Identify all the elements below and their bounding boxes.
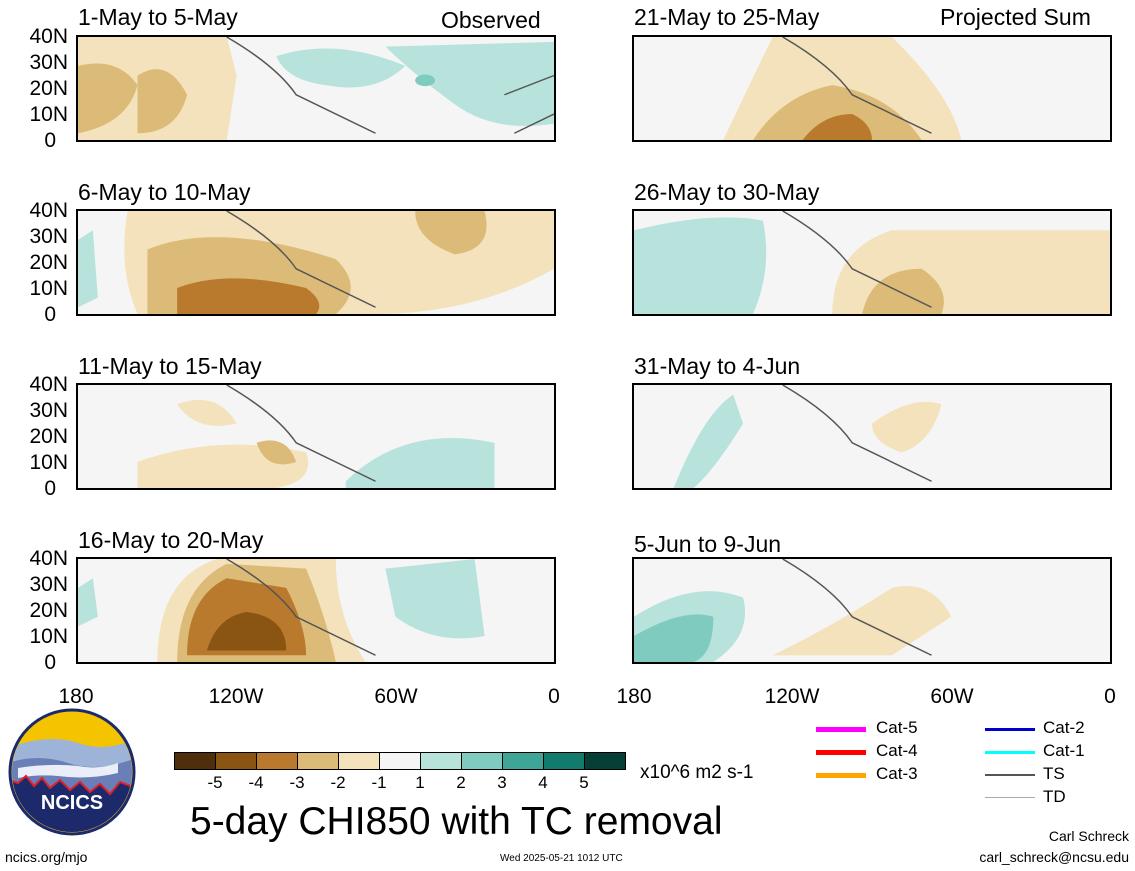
panel-title-3: 11-May to 15-May: [78, 353, 262, 379]
main-title: 5-day CHI850 with TC removal: [190, 800, 723, 843]
colorbar-label: -1: [371, 773, 387, 792]
colorbar-cell: [215, 752, 257, 770]
lat-label: 30N: [29, 51, 68, 74]
panel-title-8: 5-Jun to 9-Jun: [634, 531, 782, 557]
logo-text: NCICS: [41, 792, 103, 814]
map-panel-2: [76, 209, 556, 316]
lat-label: 20N: [29, 425, 68, 448]
lat-label: 10N: [29, 451, 68, 474]
colorbar-cell: [297, 752, 339, 770]
legend-label-cat1: Cat-1: [1043, 741, 1085, 760]
lon-label: 0: [1104, 685, 1116, 708]
colorbar-label: -3: [289, 773, 305, 792]
lat-label: 30N: [29, 225, 68, 248]
lat-label: 40N: [29, 547, 68, 570]
legend-line-td: [985, 797, 1035, 798]
lat-label: 20N: [29, 599, 68, 622]
panel-title-6: 26-May to 30-May: [634, 179, 820, 205]
map-panel-3: [76, 383, 556, 490]
ncics-logo: NCICS: [8, 708, 136, 836]
colorbar-units: x10^6 m2 s-1: [640, 762, 754, 783]
colorbar-label: 5: [579, 773, 589, 792]
lat-label: 30N: [29, 573, 68, 596]
colorbar-label: -4: [248, 773, 264, 792]
colorbar-label: 2: [456, 773, 466, 792]
panel-title-4: 16-May to 20-May: [78, 527, 264, 553]
colorbar-label: 4: [538, 773, 548, 792]
panel-title-7: 31-May to 4-Jun: [634, 353, 801, 379]
colorbar-cell: [338, 752, 380, 770]
lat-label: 0: [44, 477, 56, 500]
observed-label: Observed: [441, 7, 541, 33]
legend-line-cat5: [816, 727, 866, 732]
lon-label: 120W: [764, 685, 820, 708]
colorbar-cell: [174, 752, 216, 770]
projected-sum-label: Projected Sum: [940, 4, 1091, 30]
lat-label: 10N: [29, 103, 68, 126]
lat-label: 10N: [29, 277, 68, 300]
legend-label-td: TD: [1043, 787, 1066, 806]
lat-label: 40N: [29, 373, 68, 396]
colorbar-label: 1: [415, 773, 425, 792]
colorbar-label: -5: [207, 773, 223, 792]
legend-line-cat3: [816, 773, 866, 778]
lat-label: 40N: [29, 199, 68, 222]
lat-label: 0: [44, 303, 56, 326]
colorbar-cell: [379, 752, 421, 770]
lat-label: 20N: [29, 77, 68, 100]
legend-line-ts: [985, 774, 1035, 776]
lon-label: 0: [548, 685, 560, 708]
lon-label: 60W: [374, 685, 418, 708]
map-panel-5: [632, 35, 1112, 142]
lon-label: 120W: [208, 685, 264, 708]
colorbar-label: -2: [330, 773, 346, 792]
author-email[interactable]: carl_schreck@ncsu.edu: [979, 849, 1129, 865]
legend-label-cat5: Cat-5: [876, 718, 918, 737]
timestamp: Wed 2025-05-21 1012 UTC: [500, 853, 623, 864]
colorbar-label: 3: [497, 773, 507, 792]
legend-line-cat1: [985, 751, 1035, 754]
lat-label: 0: [44, 129, 56, 152]
map-panel-1: [76, 35, 556, 142]
colorbar-cell: [543, 752, 585, 770]
panel-title-5: 21-May to 25-May: [634, 4, 820, 30]
colorbar-cell: [256, 752, 298, 770]
lon-label: 180: [58, 685, 94, 708]
colorbar-cell: [584, 752, 626, 770]
map-panel-6: [632, 209, 1112, 316]
lat-label: 20N: [29, 251, 68, 274]
legend-label-ts: TS: [1043, 764, 1065, 783]
map-panel-8: [632, 557, 1112, 664]
lon-label: 60W: [930, 685, 974, 708]
legend-label-cat4: Cat-4: [876, 741, 918, 760]
legend-line-cat4: [816, 750, 866, 755]
colorbar-cell: [461, 752, 503, 770]
colorbar-cell: [502, 752, 544, 770]
website-link[interactable]: ncics.org/mjo: [5, 849, 88, 865]
lon-label: 180: [616, 685, 652, 708]
legend-label-cat2: Cat-2: [1043, 718, 1085, 737]
lat-label: 0: [44, 651, 56, 674]
colorbar-cell: [420, 752, 462, 770]
panel-title-2: 6-May to 10-May: [78, 179, 251, 205]
map-panel-4: [76, 557, 556, 664]
panel-title-1: 1-May to 5-May: [78, 4, 238, 30]
legend-line-cat2: [985, 728, 1035, 731]
legend-label-cat3: Cat-3: [876, 764, 918, 783]
lat-label: 10N: [29, 625, 68, 648]
lat-label: 40N: [29, 25, 68, 48]
lat-label: 30N: [29, 399, 68, 422]
author-name: Carl Schreck: [1048, 828, 1129, 844]
map-panel-7: [632, 383, 1112, 490]
